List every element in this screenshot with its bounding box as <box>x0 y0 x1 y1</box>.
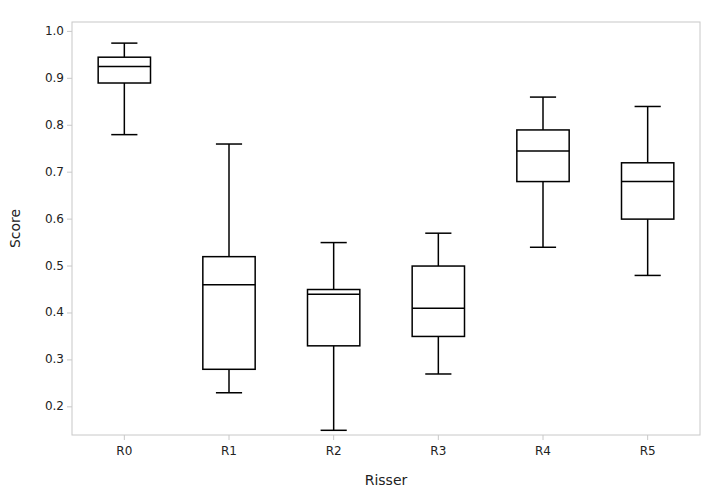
y-tick-label: 0.4 <box>45 305 64 319</box>
y-tick-label: 0.2 <box>45 399 64 413</box>
x-tick-label: R1 <box>221 444 237 458</box>
y-tick-label: 1.0 <box>45 24 64 38</box>
x-tick-label: R5 <box>640 444 656 458</box>
lower-cap <box>635 275 661 277</box>
median <box>203 284 255 286</box>
box <box>517 130 569 182</box>
y-tick <box>67 31 72 32</box>
y-tick <box>67 125 72 126</box>
median <box>308 293 360 295</box>
y-tick <box>67 172 72 173</box>
box-group <box>98 43 150 135</box>
upper-cap <box>216 143 242 145</box>
x-tick-label: R4 <box>535 444 551 458</box>
y-tick <box>67 78 72 79</box>
box <box>412 266 464 336</box>
y-tick-label: 0.3 <box>45 352 64 366</box>
box <box>98 57 150 83</box>
y-tick <box>67 312 72 313</box>
upper-whisker <box>647 106 649 162</box>
box-group <box>622 106 674 275</box>
box-group <box>308 243 360 431</box>
x-tick <box>543 435 544 440</box>
lower-cap <box>425 373 451 375</box>
lower-whisker <box>333 346 335 430</box>
lower-whisker <box>124 83 126 135</box>
box <box>622 163 674 219</box>
y-axis-label: Score <box>7 209 23 248</box>
box-group <box>203 144 255 393</box>
lower-cap <box>321 430 347 432</box>
y-tick <box>67 359 72 360</box>
lower-whisker <box>438 336 440 374</box>
x-tick <box>438 435 439 440</box>
y-tick-label: 0.7 <box>45 165 64 179</box>
upper-cap <box>425 232 451 234</box>
plot-frame <box>72 22 700 435</box>
box <box>203 257 255 370</box>
x-axis: R0 R1 R2 R3 R4 R5 <box>116 435 655 458</box>
x-tick-label: R2 <box>326 444 342 458</box>
upper-whisker <box>124 43 126 57</box>
upper-whisker <box>542 97 544 130</box>
lower-cap <box>111 134 137 136</box>
y-tick-label: 0.8 <box>45 118 64 132</box>
upper-whisker <box>333 243 335 290</box>
box-group <box>412 233 464 374</box>
chart: 0.20.30.40.50.60.70.80.91.0R0R1R2R3R4R5R… <box>0 0 722 499</box>
median <box>98 66 150 68</box>
upper-whisker <box>228 144 230 257</box>
median <box>412 308 464 310</box>
lower-whisker <box>542 182 544 248</box>
y-tick <box>67 406 72 407</box>
upper-cap <box>111 42 137 44</box>
x-axis-label: Risser <box>365 472 408 488</box>
y-tick <box>67 219 72 220</box>
upper-cap <box>635 106 661 108</box>
boxes <box>98 43 674 430</box>
x-tick-label: R0 <box>116 444 132 458</box>
x-tick <box>333 435 334 440</box>
upper-cap <box>321 242 347 244</box>
median <box>622 181 674 183</box>
upper-whisker <box>438 233 440 266</box>
x-tick <box>647 435 648 440</box>
lower-whisker <box>647 219 649 275</box>
lower-cap <box>530 247 556 249</box>
x-tick <box>124 435 125 440</box>
y-tick-label: 0.5 <box>45 259 64 273</box>
y-tick-label: 0.9 <box>45 71 64 85</box>
box-group <box>517 97 569 247</box>
y-tick-label: 0.6 <box>45 212 64 226</box>
x-tick <box>229 435 230 440</box>
y-axis: 0.2 0.3 0.4 0.5 0.6 0.7 0.8 0.9 1.0 <box>45 24 72 413</box>
x-tick-label: R3 <box>430 444 446 458</box>
y-tick <box>67 266 72 267</box>
box <box>308 290 360 346</box>
upper-cap <box>530 96 556 98</box>
lower-whisker <box>228 369 230 392</box>
median <box>517 150 569 152</box>
lower-cap <box>216 392 242 394</box>
